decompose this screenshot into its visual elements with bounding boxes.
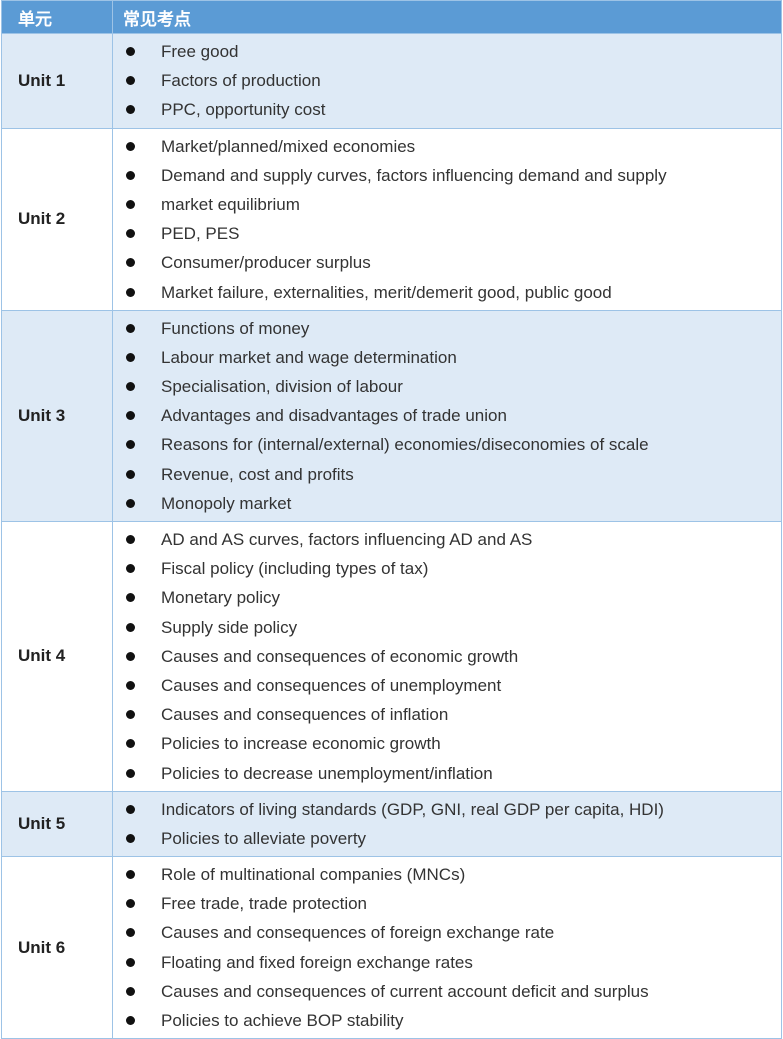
topic-item: Causes and consequences of inflation — [114, 700, 780, 729]
topic-item: Causes and consequences of unemployment — [114, 671, 780, 700]
topic-item: Reasons for (internal/external) economie… — [114, 430, 780, 459]
topic-item: Floating and fixed foreign exchange rate… — [114, 948, 780, 977]
topic-item: Free trade, trade protection — [114, 889, 780, 918]
topic-item: Policies to decrease unemployment/inflat… — [114, 759, 780, 788]
topic-item: Functions of money — [114, 314, 780, 343]
header-cell: 常见考点 — [112, 0, 782, 34]
topics-cell: Role of multinational companies (MNCs) Fr… — [112, 856, 782, 1039]
table-row: Unit 5 Indicators of living standards (GD… — [1, 790, 782, 858]
topic-item: PED, PES — [114, 219, 780, 248]
topic-list: Free good Factors of production PPC, oppor… — [114, 35, 780, 127]
topic-item: Factors of production — [114, 66, 780, 95]
topics-cell: Indicators of living standards (GDP, GNI… — [112, 790, 782, 858]
topics-cell: Functions of money Labour market and wage… — [112, 309, 782, 523]
unit-cell: Unit 5 — [1, 790, 113, 858]
unit-cell: Unit 3 — [1, 309, 113, 523]
table-row: Unit 4 AD and AS curves, factors influenc… — [1, 521, 782, 792]
topics-cell: Market/planned/mixed economies Demand and… — [112, 127, 782, 311]
topic-item: Supply side policy — [114, 613, 780, 642]
topic-item: Free good — [114, 37, 780, 66]
topic-list: Functions of money Labour market and wage… — [114, 312, 780, 520]
table-row: Unit 6 Role of multinational companies (M… — [1, 856, 782, 1039]
topic-list: Market/planned/mixed economies Demand and… — [114, 130, 780, 309]
unit-cell: Unit 6 — [1, 856, 113, 1039]
topic-item: Policies to achieve BOP stability — [114, 1006, 780, 1035]
topic-item: Monetary policy — [114, 583, 780, 612]
topic-item: Demand and supply curves, factors influe… — [114, 161, 780, 190]
unit-cell: Unit 4 — [1, 521, 113, 792]
topics-cell: AD and AS curves, factors influencing AD… — [112, 521, 782, 792]
header-row: 单元 常见考点 — [1, 0, 782, 34]
topic-list: Role of multinational companies (MNCs) Fr… — [114, 858, 780, 1037]
table-row: Unit 3 Functions of money Labour market an… — [1, 309, 782, 523]
table-row: Unit 2 Market/planned/mixed economies Dema… — [1, 127, 782, 311]
unit-cell: Unit 2 — [1, 127, 113, 311]
table-body: Unit 1 Free good Factors of production PPC,… — [1, 33, 782, 1039]
topic-item: AD and AS curves, factors influencing AD… — [114, 525, 780, 554]
topic-item: Consumer/producer surplus — [114, 248, 780, 277]
topic-item: Monopoly market — [114, 489, 780, 518]
topic-item: Causes and consequences of foreign excha… — [114, 918, 780, 947]
topic-item: Causes and consequences of economic grow… — [114, 642, 780, 671]
topic-item: Specialisation, division of labour — [114, 372, 780, 401]
topics-cell: Free good Factors of production PPC, oppor… — [112, 33, 782, 129]
topic-item: Causes and consequences of current accou… — [114, 977, 780, 1006]
header-cell: 单元 — [1, 0, 113, 34]
topic-item: Fiscal policy (including types of tax) — [114, 554, 780, 583]
topic-item: Revenue, cost and profits — [114, 460, 780, 489]
unit-cell: Unit 1 — [1, 33, 113, 129]
topic-item: Labour market and wage determination — [114, 343, 780, 372]
topic-item: Role of multinational companies (MNCs) — [114, 860, 780, 889]
topic-item: Market failure, externalities, merit/dem… — [114, 278, 780, 307]
topic-item: Advantages and disadvantages of trade un… — [114, 401, 780, 430]
table-row: Unit 1 Free good Factors of production PPC,… — [1, 33, 782, 129]
topic-item: PPC, opportunity cost — [114, 95, 780, 124]
topic-list: Indicators of living standards (GDP, GNI… — [114, 793, 780, 855]
topic-item: market equilibrium — [114, 190, 780, 219]
topic-item: Market/planned/mixed economies — [114, 132, 780, 161]
topic-item: Policies to alleviate poverty — [114, 824, 780, 853]
topic-item: Policies to increase economic growth — [114, 729, 780, 758]
topic-list: AD and AS curves, factors influencing AD… — [114, 523, 780, 790]
topic-item: Indicators of living standards (GDP, GNI… — [114, 795, 780, 824]
